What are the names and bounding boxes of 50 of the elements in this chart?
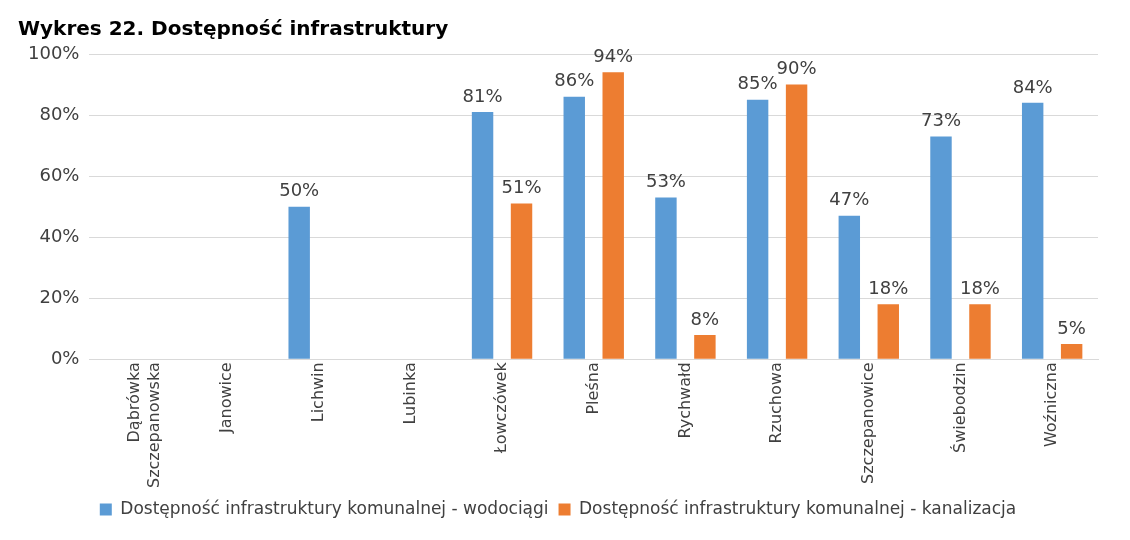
data-label: 5% <box>1057 316 1086 338</box>
y-tick-label: 20% <box>39 285 80 307</box>
bar <box>510 203 533 359</box>
bar <box>471 112 494 359</box>
data-label: 90% <box>776 57 817 79</box>
bar <box>694 334 716 359</box>
y-tick-label: 0% <box>50 346 80 368</box>
bar <box>785 84 808 359</box>
bar <box>838 215 861 359</box>
x-tick-label: Rzuchowa <box>766 362 786 444</box>
x-tick-label: Dąbrówka Szczepanowska <box>124 362 163 489</box>
data-label: 81% <box>462 84 503 106</box>
bar <box>877 304 899 359</box>
y-tick-label: 100% <box>27 41 80 63</box>
bar <box>563 96 585 359</box>
data-label: 47% <box>829 188 870 210</box>
data-label: 86% <box>554 69 595 91</box>
data-label: 94% <box>593 44 634 66</box>
data-label: 85% <box>737 72 778 94</box>
x-tick-label: Szczepanowice <box>857 362 877 484</box>
x-tick-label: Świebodzin <box>949 362 969 453</box>
data-label: 53% <box>645 170 686 192</box>
bar <box>655 197 677 359</box>
bar <box>1060 344 1083 359</box>
legend-label: Dostępność infrastruktury komunalnej - kanalizacja <box>579 497 1017 518</box>
y-tick-label: 60% <box>39 163 80 185</box>
data-label: 18% <box>959 277 1000 299</box>
legend-label: Dostępność infrastruktury komunalnej - wodociągi <box>120 497 549 518</box>
bar <box>930 136 952 359</box>
x-tick-label: Rychwałd <box>674 362 694 439</box>
bar <box>969 304 991 359</box>
data-label: 73% <box>920 109 961 131</box>
chart-title: Wykres 22. Dostępność infrastruktury <box>18 16 449 41</box>
x-tick-label: Lichwin <box>307 362 327 423</box>
y-tick-label: 40% <box>39 224 80 246</box>
bar <box>602 72 624 359</box>
data-label: 84% <box>1012 75 1053 97</box>
data-label: 51% <box>501 176 542 198</box>
data-label: 18% <box>868 277 909 299</box>
x-tick-label: Woźniczna <box>1041 362 1061 448</box>
x-tick-label: Łowczówek <box>491 361 511 455</box>
bar <box>746 99 769 359</box>
y-tick-label: 80% <box>39 102 80 124</box>
bar <box>288 206 310 359</box>
data-label: 8% <box>690 307 720 329</box>
x-tick-label: Janowice <box>216 362 236 434</box>
x-tick-label: Pleśna <box>582 362 602 415</box>
bar <box>1021 102 1044 359</box>
data-label: 50% <box>279 179 320 201</box>
x-tick-label: Lubinka <box>399 362 419 425</box>
